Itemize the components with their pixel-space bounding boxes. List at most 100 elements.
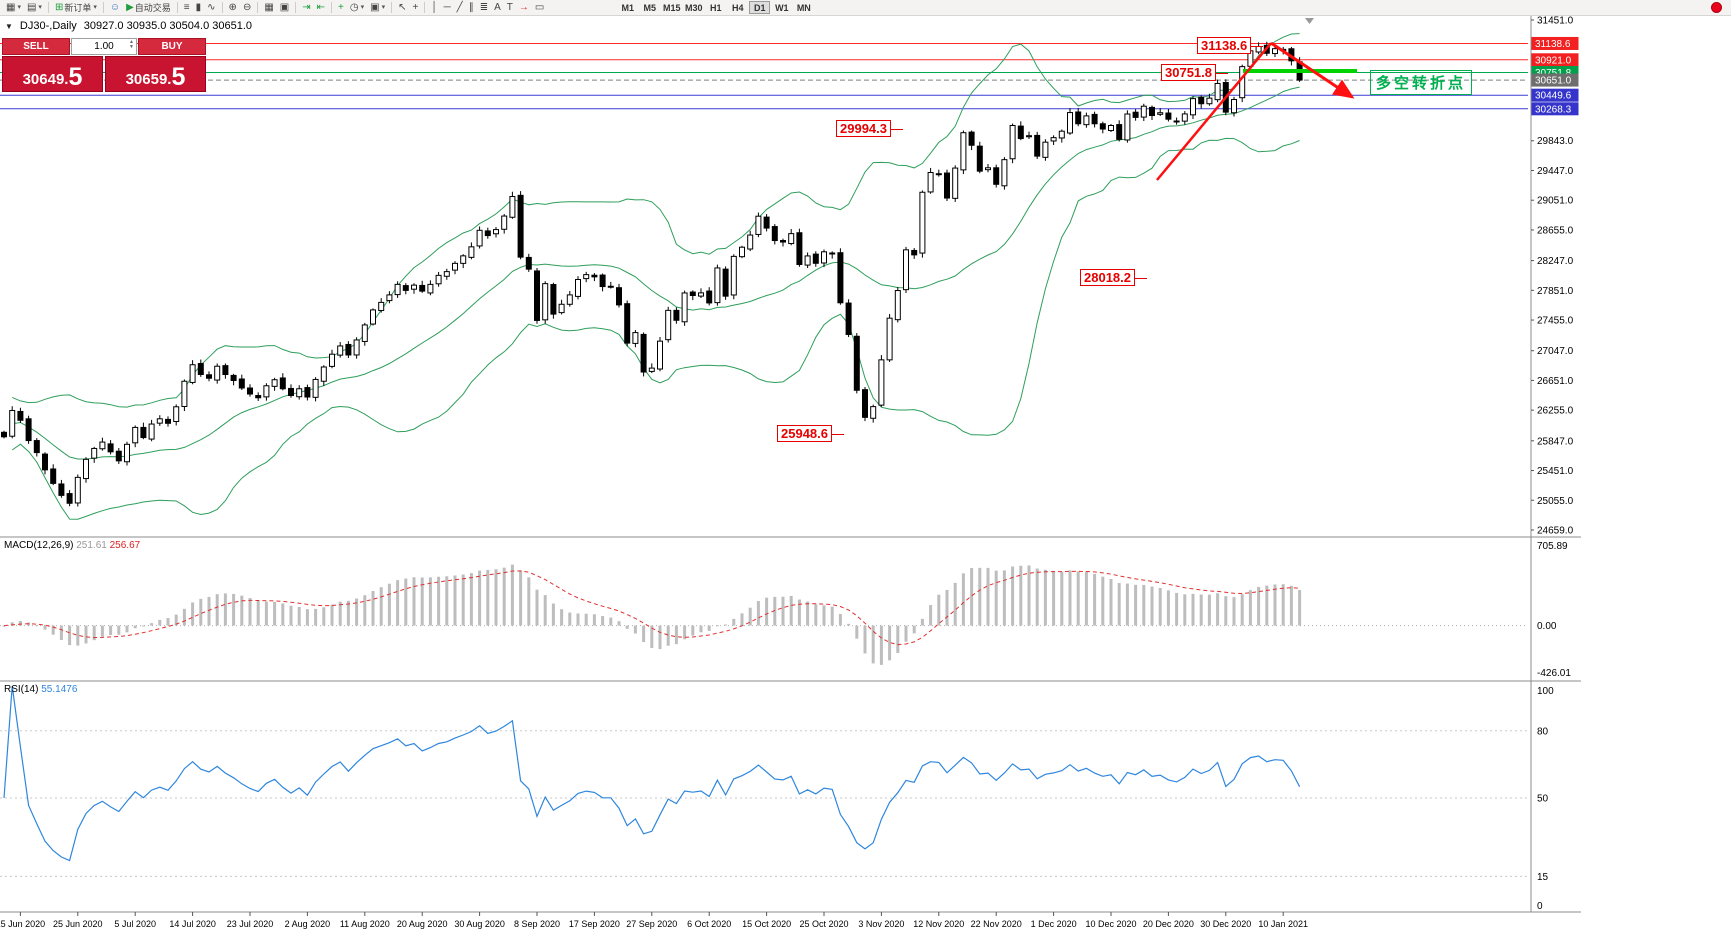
line-chart-button[interactable]: ∿ [204, 1, 218, 15]
svg-text:17 Sep 2020: 17 Sep 2020 [569, 919, 620, 929]
svg-text:3 Nov 2020: 3 Nov 2020 [858, 919, 904, 929]
tf-h4[interactable]: H4 [727, 1, 748, 14]
toolbar-separator [47, 2, 49, 13]
svg-text:25 Oct 2020: 25 Oct 2020 [799, 919, 848, 929]
svg-text:27 Sep 2020: 27 Sep 2020 [626, 919, 677, 929]
toolbar: ▦ ▾ ▤ ▾ ⊞ 新订单 ▾ ☺ ▶ 自动交易 ≡ ▮ ∿ ⊕ ⊖ ▦ ▣ [0, 0, 1731, 16]
new-order-icon: ⊞ [54, 1, 64, 13]
ohlc-values: 30927.0 30935.0 30504.0 30651.0 [83, 20, 252, 32]
trendline-button[interactable]: ╱ [454, 1, 466, 15]
expert-advisors-button[interactable]: ☺ [107, 1, 123, 15]
horizontal-line-button[interactable]: ─ [441, 1, 454, 15]
toolbar-separator [391, 2, 393, 13]
price-annotation[interactable]: 31138.6 [1197, 37, 1264, 54]
vertical-line-button[interactable]: │ [428, 1, 440, 15]
text-label-button[interactable]: T [504, 1, 516, 15]
channel-icon: ∥ [468, 1, 474, 13]
price-annotation[interactable]: 25948.6 [777, 425, 844, 442]
candles [1, 41, 1303, 507]
sell-price-big-digit: 5 [68, 63, 83, 91]
turning-point-label[interactable]: 多空转折点 [1370, 70, 1473, 95]
tf-h1[interactable]: H1 [705, 1, 726, 14]
rsi-label: RSI(14) [4, 684, 39, 695]
svg-text:28655.0: 28655.0 [1537, 225, 1574, 236]
periods-button[interactable]: ◷ ▾ [347, 1, 367, 15]
auto-scroll-button[interactable]: ⇥ [299, 1, 313, 15]
macd-panel: 705.89 0.00 -426.01 [0, 541, 1571, 679]
tf-m30[interactable]: M30 [685, 2, 703, 13]
notification-icon[interactable] [1711, 2, 1722, 13]
svg-text:29447.0: 29447.0 [1537, 166, 1574, 177]
svg-text:50: 50 [1537, 794, 1549, 805]
price-annotation[interactable]: 30751.8 [1161, 64, 1228, 81]
tile-windows-button[interactable]: ▦ [261, 1, 276, 15]
svg-text:20 Dec 2020: 20 Dec 2020 [1143, 919, 1194, 929]
cascade-windows-button[interactable]: ▣ [277, 1, 292, 15]
svg-text:26255.0: 26255.0 [1537, 406, 1574, 417]
svg-text:25847.0: 25847.0 [1537, 436, 1574, 447]
bar-chart-button[interactable]: ≡ [181, 1, 193, 15]
buy-price-main: 30659. [125, 71, 172, 88]
bollinger-bands [11, 33, 1300, 520]
svg-text:10 Jan 2021: 10 Jan 2021 [1258, 919, 1308, 929]
profiles-button[interactable]: ▤ ▾ [24, 1, 45, 15]
svg-text:23 Jul 2020: 23 Jul 2020 [227, 919, 274, 929]
tf-mn[interactable]: MN [793, 1, 814, 14]
price-annotation[interactable]: 28018.2 [1080, 269, 1147, 286]
svg-text:25055.0: 25055.0 [1537, 496, 1574, 507]
tile-windows-icon: ▦ [264, 1, 274, 13]
one-click-trading-panel: SELL 1.00 ▲ ▼ BUY 30649. 5 30659. 5 [2, 38, 206, 92]
sell-price-main: 30649. [22, 71, 69, 88]
arrows-tool-button[interactable]: → [516, 1, 532, 15]
svg-text:27047.0: 27047.0 [1537, 346, 1574, 357]
candlestick-chart-button[interactable]: ▮ [193, 1, 205, 15]
svg-text:2 Aug 2020: 2 Aug 2020 [285, 919, 331, 929]
tf-w1[interactable]: W1 [771, 1, 792, 14]
text-icon: A [494, 1, 501, 13]
svg-text:30921.0: 30921.0 [1535, 55, 1572, 66]
new-chart-icon: ▦ [6, 1, 16, 13]
zoom-in-button[interactable]: ⊕ [226, 1, 240, 15]
buy-button[interactable]: BUY [138, 38, 206, 55]
tf-m1[interactable]: M1 [617, 1, 638, 14]
new-chart-button[interactable]: ▦ ▾ [3, 1, 24, 15]
auto-trading-button[interactable]: ▶ 自动交易 [123, 1, 174, 15]
channel-button[interactable]: ∥ [466, 1, 477, 15]
svg-text:12 Nov 2020: 12 Nov 2020 [913, 919, 964, 929]
text-tool-button[interactable]: A [491, 1, 504, 15]
line-chart-icon: ∿ [207, 1, 216, 13]
toolbar-separator [257, 2, 259, 13]
price-level-lines [0, 42, 1528, 110]
panel-toggle-icon[interactable]: ▼ [5, 21, 13, 31]
tf-d1[interactable]: D1 [749, 1, 771, 14]
new-order-button[interactable]: ⊞ 新订单 ▾ [52, 1, 100, 15]
tf-m15[interactable]: M15 [663, 2, 681, 13]
volume-input[interactable]: 1.00 ▲ ▼ [71, 38, 137, 55]
symbol-period-label: DJ30-,Daily [19, 20, 77, 32]
shapes-tool-button[interactable]: ▭ [532, 1, 547, 15]
fibonacci-button[interactable]: ≣ [477, 1, 491, 15]
sell-button[interactable]: SELL [2, 38, 70, 55]
svg-text:30449.6: 30449.6 [1535, 91, 1572, 102]
template-icon: ▣ [370, 1, 380, 13]
buy-price-display[interactable]: 30659. 5 [105, 56, 206, 92]
volume-spinner[interactable]: ▲ ▼ [129, 40, 134, 50]
svg-text:-426.01: -426.01 [1537, 668, 1571, 679]
sell-price-display[interactable]: 30649. 5 [2, 56, 103, 92]
templates-button[interactable]: ▣ ▾ [367, 1, 388, 15]
chevron-down-icon: ▾ [360, 3, 365, 11]
svg-text:6 Oct 2020: 6 Oct 2020 [687, 919, 731, 929]
zoom-out-button[interactable]: ⊖ [240, 1, 254, 15]
indicators-button[interactable]: + [335, 1, 347, 15]
cursor-button[interactable]: ↖ [395, 1, 409, 15]
price-annotation[interactable]: 29994.3 [836, 120, 903, 137]
cursor-icon: ↖ [398, 1, 407, 13]
toolbar-separator [221, 2, 223, 13]
tf-m5[interactable]: M5 [639, 1, 660, 14]
crosshair-button[interactable]: + [409, 1, 421, 15]
svg-text:0: 0 [1537, 901, 1543, 912]
chart-shift-button[interactable]: ⇤ [314, 1, 328, 15]
toolbar-separator [295, 2, 297, 13]
